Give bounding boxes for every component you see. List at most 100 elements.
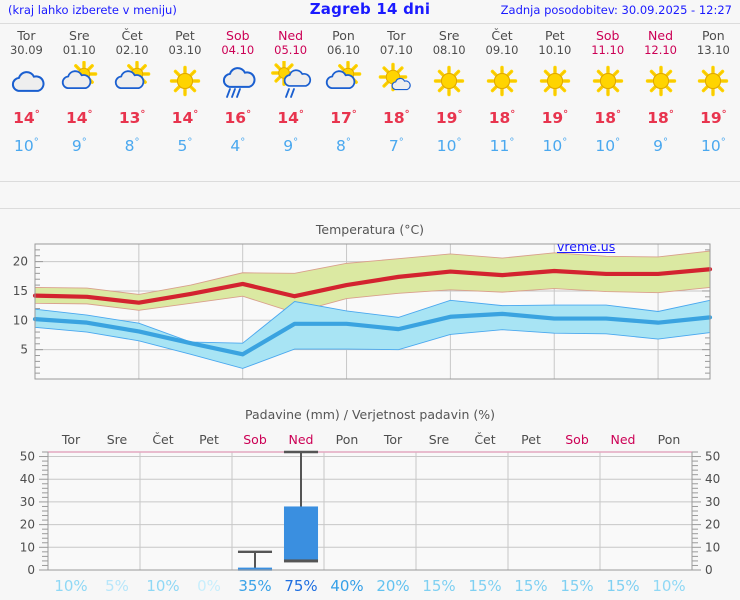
precip-probability-label: 40% <box>330 577 363 595</box>
temp-max: 14° <box>13 109 40 128</box>
sunny-icon <box>635 60 687 102</box>
y-axis-tick-label-right: 50 <box>705 450 720 464</box>
partly-sunny-icon <box>106 60 158 102</box>
watermark-link[interactable]: vreme.us <box>557 239 616 254</box>
precip-day-label: Pet <box>199 432 219 447</box>
sun-rain-icon <box>265 60 317 102</box>
cloudy-icon <box>0 60 52 102</box>
temp-min: 8° <box>124 137 140 156</box>
y-axis-tick-label-right: 30 <box>705 495 720 509</box>
day-column[interactable]: Čet 02.10 13° 8° <box>106 26 159 176</box>
y-axis-tick-label-right: 0 <box>705 563 713 577</box>
temp-max: 19° <box>541 109 569 128</box>
section-divider-bottom <box>0 208 740 209</box>
sunny-icon <box>423 60 475 102</box>
plot-frame <box>34 243 711 380</box>
day-column[interactable]: Pet 10.10 19° 10° <box>528 26 581 176</box>
day-date: 01.10 <box>62 43 96 57</box>
temp-max: 14° <box>65 109 93 128</box>
temp-min: 5° <box>177 137 193 156</box>
day-column[interactable]: Sre 01.10 14° 9° <box>53 26 106 176</box>
day-column[interactable]: Čet 09.10 18° 11° <box>476 26 529 176</box>
precip-day-label: Pon <box>336 432 359 447</box>
temp-max: 16° <box>224 109 252 128</box>
day-date: 07.10 <box>379 43 413 57</box>
precip-probability-label: 10% <box>146 577 179 595</box>
section-divider-top <box>0 181 740 182</box>
precip-bar[interactable] <box>237 567 273 571</box>
y-axis-tick-label-left: 0 <box>27 563 35 577</box>
day-name: Pon <box>332 28 355 43</box>
day-column[interactable]: Sob 11.10 18° 10° <box>581 26 634 176</box>
y-axis-tick-label-left: 50 <box>20 450 35 464</box>
day-column[interactable]: Sre 08.10 19° 10° <box>423 26 476 176</box>
day-name: Čet <box>121 28 143 43</box>
precip-day-label: Tor <box>61 432 81 447</box>
sunny-icon <box>159 60 211 102</box>
y-axis-tick-label-right: 40 <box>705 472 720 486</box>
menu-hint-text: (kraj lahko izberete v meniju) <box>8 3 177 17</box>
temp-max: 19° <box>435 109 463 128</box>
precip-day-label: Ned <box>611 432 636 447</box>
partly-sunny-icon <box>53 60 105 102</box>
last-updated-text: Zadnja posodobitev: 30.09.2025 - 12:27 <box>500 3 732 17</box>
precip-probability-label: 0% <box>197 577 221 595</box>
precip-day-label: Čet <box>152 432 173 447</box>
day-date: 13.10 <box>696 43 730 57</box>
precip-day-label: Čet <box>474 432 495 447</box>
day-column[interactable]: Pet 03.10 14° 5° <box>159 26 212 176</box>
temp-min: 9° <box>653 137 668 156</box>
precipitation-plot-area <box>48 452 692 570</box>
precip-bar[interactable] <box>283 506 319 561</box>
precip-day-label: Sob <box>565 432 589 447</box>
day-column[interactable]: Tor 07.10 18° 7° <box>370 26 423 176</box>
day-date: 10.10 <box>538 43 572 57</box>
temp-min: 10° <box>595 137 621 156</box>
y-axis-tick-label-left: 20 <box>20 518 35 532</box>
day-name: Ned <box>278 28 304 43</box>
precip-probability-label: 5% <box>105 577 129 595</box>
day-name: Sre <box>69 28 90 43</box>
day-name: Pon <box>702 28 725 43</box>
temp-min: 9° <box>283 137 299 156</box>
precip-probability-label: 15% <box>514 577 547 595</box>
temp-min: 9° <box>71 137 87 156</box>
day-date: 12.10 <box>644 43 678 57</box>
day-name: Sre <box>438 28 460 43</box>
day-column[interactable]: Tor 30.09 14° 10° <box>0 26 53 176</box>
series-line <box>32 311 713 357</box>
temp-max: 14° <box>277 109 304 128</box>
temp-min: 10° <box>436 137 462 156</box>
day-date: 30.09 <box>9 43 43 57</box>
precip-day-label: Sob <box>243 432 267 447</box>
temp-max: 13° <box>118 109 146 128</box>
day-column[interactable]: Pon 06.10 17° 8° <box>317 26 370 176</box>
day-name: Ned <box>648 28 674 43</box>
precipitation-chart-title: Padavine (mm) / Verjetnost padavin (%) <box>245 407 495 422</box>
day-column[interactable]: Pon 13.10 19° 10° <box>687 26 740 176</box>
precip-day-label: Ned <box>289 432 314 447</box>
precip-probability-label: 35% <box>238 577 271 595</box>
y-axis-tick-label: 10 <box>13 313 28 327</box>
series-line <box>32 267 713 305</box>
precip-day-label: Tor <box>383 432 403 447</box>
day-date: 06.10 <box>327 43 360 57</box>
precip-probability-label: 15% <box>560 577 593 595</box>
day-date: 03.10 <box>168 43 202 57</box>
day-column[interactable]: Sob 04.10 16° 4° <box>211 26 264 176</box>
day-column[interactable]: Ned 05.10 14° 9° <box>264 26 317 176</box>
day-column[interactable]: Ned 12.10 18° 9° <box>634 26 687 176</box>
sunny-icon <box>687 60 739 102</box>
temperature-chart-title: Temperatura (°C) <box>315 222 425 237</box>
y-axis-tick-label: 5 <box>20 343 28 357</box>
day-name: Sob <box>226 28 250 43</box>
temp-min: 7° <box>388 137 404 156</box>
y-axis-tick-label: 20 <box>13 255 28 269</box>
temp-max: 18° <box>594 109 621 128</box>
y-axis-tick-label-right: 20 <box>705 518 720 532</box>
temp-max: 18° <box>383 109 410 128</box>
y-axis-tick-label-left: 30 <box>20 495 35 509</box>
sunny-icon <box>476 60 528 102</box>
day-name: Tor <box>387 28 406 43</box>
y-axis-tick-label-right: 10 <box>705 540 720 554</box>
